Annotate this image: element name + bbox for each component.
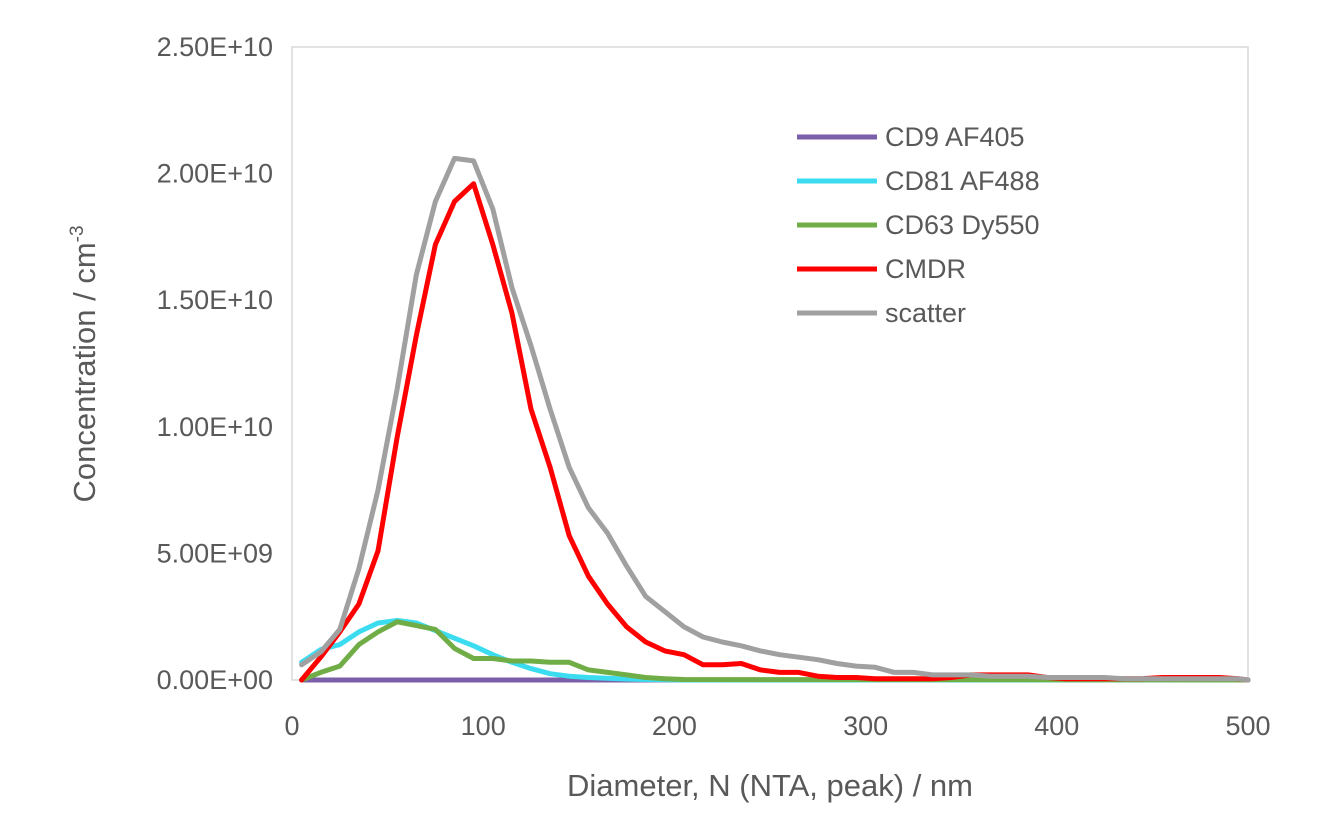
y-tick-label: 0.00E+00 [157, 665, 273, 695]
legend-label-cd63-dy550: CD63 Dy550 [885, 210, 1040, 240]
legend-label-cd81-af488: CD81 AF488 [885, 166, 1040, 196]
x-tick-label: 200 [652, 711, 697, 741]
y-axis-title-main: Concentration / cm [67, 242, 102, 502]
x-tick-label: 300 [843, 711, 888, 741]
x-tick-label: 400 [1034, 711, 1079, 741]
plot-area-border [291, 46, 1249, 681]
legend-label-cd9-af405: CD9 AF405 [885, 122, 1025, 152]
series-line-cd63-dy550 [299, 619, 1251, 683]
series-lines [299, 155, 1251, 683]
y-tick-label: 2.50E+10 [157, 32, 273, 62]
x-axis-ticks: 0 100 200 300 400 500 [284, 711, 1270, 741]
y-tick-label: 1.50E+10 [157, 285, 273, 315]
y-axis-ticks: 0.00E+00 5.00E+09 1.00E+10 1.50E+10 2.00E+10… [157, 32, 273, 695]
legend: CD9 AF405 CD81 AF488 CD63 Dy550 CMDR scatter [797, 122, 1040, 328]
x-axis-title: Diameter, N (NTA, peak) / nm [567, 768, 973, 803]
y-tick-label: 1.00E+10 [157, 412, 273, 442]
x-tick-label: 100 [461, 711, 506, 741]
y-tick-label: 5.00E+09 [157, 538, 273, 568]
legend-label-cmdr: CMDR [885, 254, 966, 284]
y-axis-title: Concentration / cm-3 [67, 225, 102, 502]
legend-label-scatter: scatter [885, 298, 966, 328]
x-tick-label: 0 [284, 711, 299, 741]
series-line-scatter [299, 155, 1251, 683]
y-axis-title-superscript: -3 [67, 225, 88, 242]
y-tick-label: 2.00E+10 [157, 159, 273, 189]
x-tick-label: 500 [1225, 711, 1270, 741]
